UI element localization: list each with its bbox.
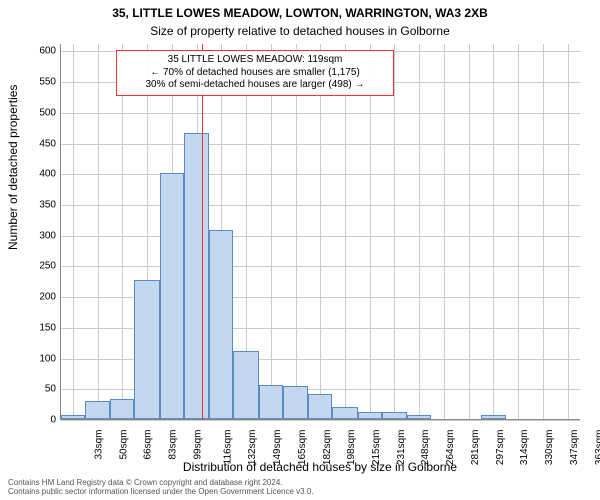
y-tick-label: 550 [39,77,56,88]
gridline-vertical [122,44,123,419]
y-tick-label: 450 [39,138,56,149]
x-tick-label: 297sqm [495,430,506,466]
x-tick-label: 33sqm [94,430,105,460]
x-tick-label: 116sqm [222,430,233,465]
gridline-vertical [271,44,272,419]
x-tick-label: 99sqm [192,430,203,460]
gridline-vertical [394,44,395,419]
x-tick-label: 363sqm [594,430,600,466]
histogram-bar [259,385,283,419]
annotation-line2: ← 70% of detached houses are smaller (1,… [125,67,385,80]
gridline-vertical [518,44,519,419]
gridline-vertical [98,44,99,419]
gridline-horizontal [61,420,580,421]
x-tick-label: 231sqm [396,430,407,466]
y-tick-label: 150 [39,322,56,333]
histogram-bar [382,412,407,419]
x-tick-label: 132sqm [247,430,258,466]
plot-area: 35 LITTLE LOWES MEADOW: 119sqm← 70% of d… [60,44,580,420]
annotation-line3: 30% of semi-detached houses are larger (… [125,79,385,92]
histogram-bar [160,173,184,419]
histogram-bar [110,399,134,419]
histogram-bar [61,415,85,419]
x-tick-label: 314sqm [519,430,530,466]
histogram-bar [209,230,233,419]
histogram-bar [233,351,258,419]
x-tick-label: 182sqm [322,430,333,466]
gridline-vertical [320,44,321,419]
y-tick-label: 600 [39,46,56,57]
x-tick-label: 198sqm [346,430,357,466]
histogram-bar [85,401,110,419]
y-tick-label: 350 [39,199,56,210]
x-tick-label: 330sqm [544,430,555,466]
gridline-vertical [568,44,569,419]
gridline-vertical [296,44,297,419]
credits-text: Contains HM Land Registry data © Crown c… [8,478,592,496]
y-tick-label: 300 [39,230,56,241]
gridline-vertical [370,44,371,419]
histogram-bar [283,386,308,419]
gridline-vertical [543,44,544,419]
histogram-bar [407,415,431,419]
x-tick-label: 347sqm [569,430,580,466]
gridline-vertical [469,44,470,419]
credits-line1: Contains HM Land Registry data © Crown c… [8,478,592,487]
gridline-vertical [419,44,420,419]
annotation-box: 35 LITTLE LOWES MEADOW: 119sqm← 70% of d… [116,50,394,96]
x-tick-label: 50sqm [118,430,129,460]
histogram-bar [358,412,382,419]
y-tick-label: 500 [39,107,56,118]
y-tick-label: 50 [45,384,56,395]
histogram-bar [134,280,159,419]
property-marker-line [202,44,203,419]
x-tick-label: 165sqm [297,430,308,466]
y-tick-label: 400 [39,169,56,180]
gridline-vertical [444,44,445,419]
chart-title-address: 35, LITTLE LOWES MEADOW, LOWTON, WARRING… [0,6,600,20]
histogram-bar [308,394,332,419]
y-tick-label: 100 [39,353,56,364]
y-axis-label: Number of detached properties [6,85,20,250]
annotation-line1: 35 LITTLE LOWES MEADOW: 119sqm [125,54,385,67]
x-tick-label: 66sqm [143,430,154,460]
histogram-bar [332,407,357,419]
gridline-vertical [345,44,346,419]
chart-container: { "title_line1": "35, LITTLE LOWES MEADO… [0,0,600,500]
x-tick-label: 264sqm [445,430,456,466]
histogram-bar [481,415,506,419]
chart-title-description: Size of property relative to detached ho… [0,24,600,38]
credits-line2: Contains public sector information licen… [8,487,592,496]
gridline-vertical [73,44,74,419]
x-tick-label: 83sqm [168,430,179,460]
y-tick-label: 250 [39,261,56,272]
x-tick-label: 248sqm [421,430,432,466]
y-tick-label: 200 [39,292,56,303]
y-tick-label: 0 [50,415,56,426]
histogram-bar [184,133,209,419]
gridline-vertical [493,44,494,419]
x-tick-label: 281sqm [470,430,481,466]
x-tick-label: 149sqm [272,430,283,466]
x-tick-label: 215sqm [371,430,382,466]
